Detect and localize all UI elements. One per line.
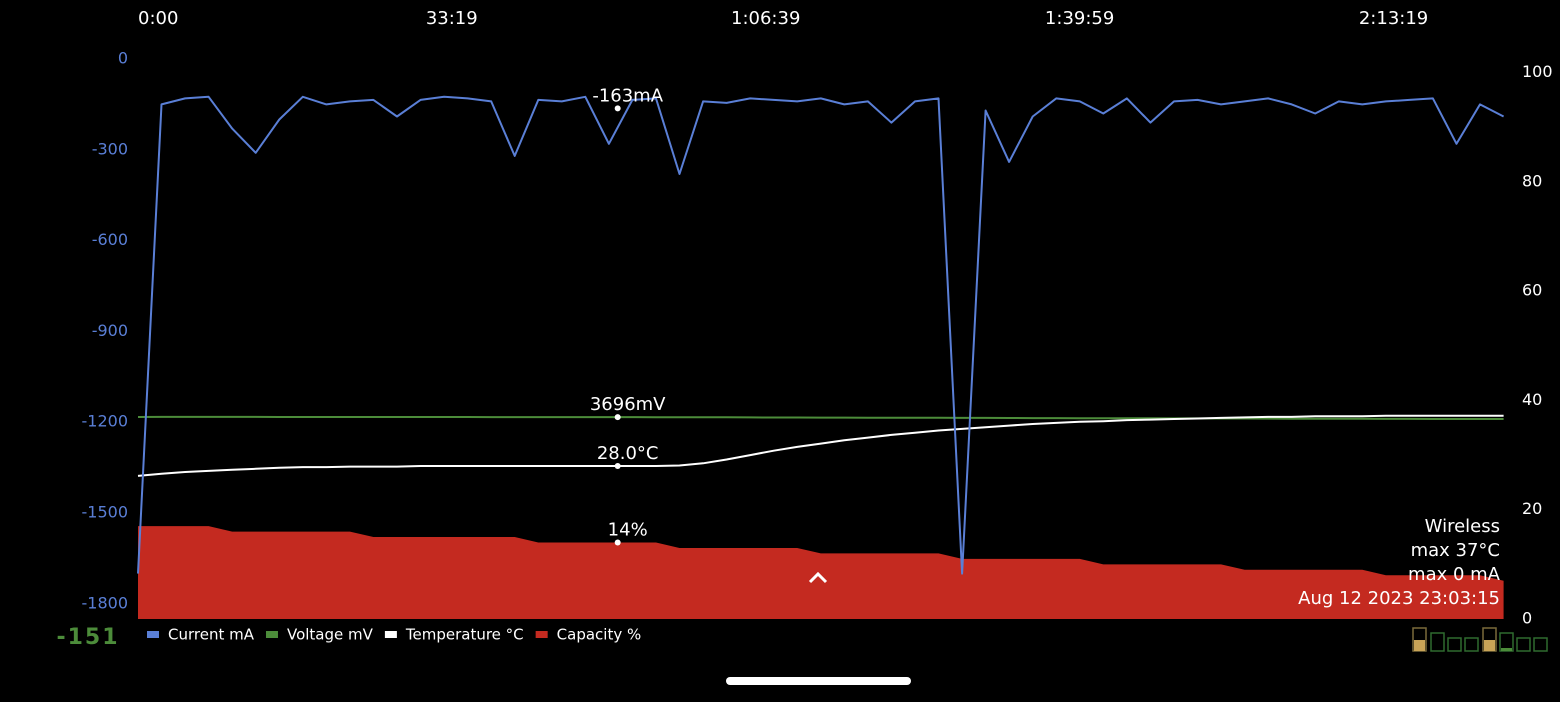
info-text: max 0 mA: [1408, 564, 1501, 585]
y2-tick-label: 60: [1522, 281, 1542, 300]
x-tick-label: 1:06:39: [731, 8, 800, 29]
y-tick-label: 0: [118, 49, 128, 68]
y-tick-label: -900: [92, 321, 128, 340]
home-indicator[interactable]: [726, 677, 911, 685]
icon: [1464, 637, 1479, 652]
icon: [1430, 632, 1445, 652]
legend-swatch: [535, 631, 548, 638]
legend-swatch: [384, 631, 397, 638]
y2-tick-label: 40: [1522, 390, 1542, 409]
x-tick-label: 33:19: [426, 8, 478, 29]
series-line: [137, 415, 1504, 420]
y2-tick-label: 0: [1522, 609, 1532, 628]
y2-tick-label: 20: [1522, 499, 1542, 518]
cursor-label: -163mA: [592, 85, 663, 106]
icon: [1533, 637, 1548, 652]
cursor-dot: [614, 539, 621, 546]
legend-label: Voltage mV: [287, 626, 374, 644]
legend-swatch: [147, 631, 159, 638]
y-tick-label: -1500: [82, 503, 129, 522]
status-icons: [1412, 627, 1548, 652]
y-tick-label: -300: [92, 139, 128, 158]
cursor-dot: [614, 105, 621, 112]
info-text: Aug 12 2023 23:03:15: [1298, 588, 1500, 609]
x-tick-label: 1:39:59: [1045, 8, 1114, 29]
info-text: max 37°C: [1411, 540, 1500, 561]
cursor-label: 14%: [608, 520, 648, 541]
expand-chevron[interactable]: [808, 571, 828, 584]
y-tick-label: -1200: [82, 412, 129, 431]
icon: [1447, 637, 1462, 652]
y2-tick-label: 100: [1522, 62, 1553, 81]
cursor-label: 3696mV: [590, 394, 666, 415]
info-text: Wireless: [1425, 516, 1500, 537]
icon: [1516, 637, 1531, 652]
legend-label: Current mA: [168, 626, 255, 644]
y-tick-label: -600: [92, 230, 128, 249]
cursor-dot: [614, 463, 621, 470]
y2-tick-label: 80: [1522, 171, 1542, 190]
legend-swatch: [265, 631, 278, 638]
series-line: [137, 414, 1504, 477]
series-area: [138, 526, 1504, 619]
cursor-label: 28.0°C: [597, 443, 659, 464]
legend-label: Temperature °C: [405, 626, 524, 644]
series-line: [137, 95, 1505, 575]
icon: [1484, 640, 1495, 651]
y-tick-label: -1800: [82, 593, 129, 612]
legend-label: Capacity %: [557, 626, 642, 644]
icon: [1501, 648, 1512, 651]
x-tick-label: 2:13:19: [1359, 8, 1428, 29]
current-reading: -151: [56, 625, 119, 650]
cursor-dot: [614, 414, 621, 421]
icon: [1414, 640, 1425, 651]
plot-area: [137, 95, 1505, 619]
x-tick-label: 0:00: [138, 8, 178, 29]
